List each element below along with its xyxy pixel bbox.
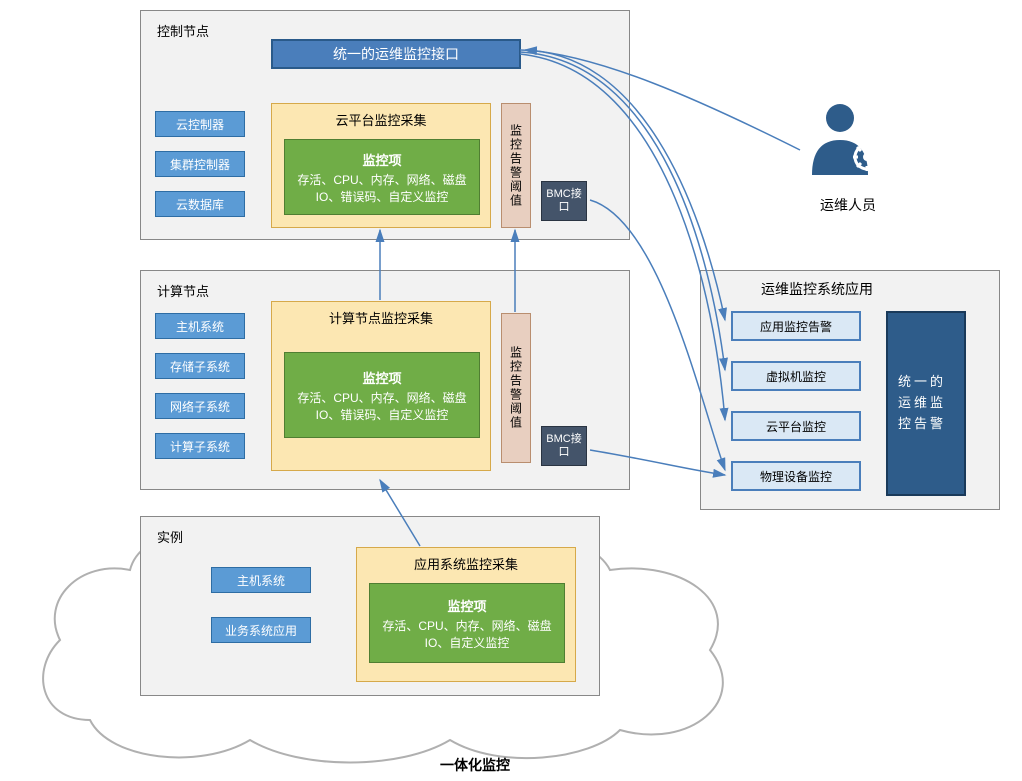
ops-item-0: 应用监控告警 [731, 311, 861, 341]
control-side-item-2: 云数据库 [155, 191, 245, 217]
unified-interface-box: 统一的运维监控接口 [271, 39, 521, 69]
ops-item-3: 物理设备监控 [731, 461, 861, 491]
control-node-title: 控制节点 [157, 21, 209, 40]
control-monitor-item: 监控项 存活、CPU、内存、网络、磁盘IO、错误码、自定义监控 [284, 139, 480, 215]
compute-side-item-3: 计算子系统 [155, 433, 245, 459]
compute-bmc-box: BMC接口 [541, 426, 587, 466]
compute-node-title: 计算节点 [157, 281, 209, 300]
compute-side-item-2: 网络子系统 [155, 393, 245, 419]
compute-threshold-box: 监控告警阈值 [501, 313, 531, 463]
control-collector-title: 云平台监控采集 [272, 110, 490, 129]
control-threshold-box: 监控告警阈值 [501, 103, 531, 228]
compute-collector-box: 计算节点监控采集 监控项 存活、CPU、内存、网络、磁盘IO、错误码、自定义监控 [271, 301, 491, 471]
instance-monitor-item-desc: 存活、CPU、内存、网络、磁盘IO、自定义监控 [374, 617, 560, 651]
ops-item-2: 云平台监控 [731, 411, 861, 441]
instance-side-item-1: 业务系统应用 [211, 617, 311, 643]
control-side-item-1: 集群控制器 [155, 151, 245, 177]
compute-side-item-0: 主机系统 [155, 313, 245, 339]
instance-collector-box: 应用系统监控采集 监控项 存活、CPU、内存、网络、磁盘IO、自定义监控 [356, 547, 576, 682]
ops-system-panel: 运维监控系统应用 应用监控告警 虚拟机监控 云平台监控 物理设备监控 统一的运维… [700, 270, 1000, 510]
compute-monitor-item-desc: 存活、CPU、内存、网络、磁盘IO、错误码、自定义监控 [289, 389, 475, 423]
compute-collector-title: 计算节点监控采集 [272, 308, 490, 327]
instance-node-panel: 实例 主机系统 业务系统应用 应用系统监控采集 监控项 存活、CPU、内存、网络… [140, 516, 600, 696]
compute-monitor-item-title: 监控项 [362, 368, 401, 387]
instance-monitor-item: 监控项 存活、CPU、内存、网络、磁盘IO、自定义监控 [369, 583, 565, 663]
control-monitor-item-desc: 存活、CPU、内存、网络、磁盘IO、错误码、自定义监控 [289, 171, 475, 205]
control-node-panel: 控制节点 统一的运维监控接口 云控制器 集群控制器 云数据库 云平台监控采集 监… [140, 10, 630, 240]
person-icon [800, 100, 890, 190]
instance-monitor-item-title: 监控项 [447, 596, 486, 615]
ops-system-title: 运维监控系统应用 [761, 279, 873, 299]
control-monitor-item-title: 监控项 [362, 150, 401, 169]
instance-collector-title: 应用系统监控采集 [357, 554, 575, 573]
person-label: 运维人员 [808, 195, 888, 215]
diagram-title: 一体化监控 [440, 755, 510, 775]
control-collector-box: 云平台监控采集 监控项 存活、CPU、内存、网络、磁盘IO、错误码、自定义监控 [271, 103, 491, 228]
compute-monitor-item: 监控项 存活、CPU、内存、网络、磁盘IO、错误码、自定义监控 [284, 352, 480, 438]
instance-side-item-0: 主机系统 [211, 567, 311, 593]
compute-side-item-1: 存储子系统 [155, 353, 245, 379]
instance-node-title: 实例 [157, 527, 183, 546]
control-side-item-0: 云控制器 [155, 111, 245, 137]
ops-unified-alert: 统一的运维监控告警 [886, 311, 966, 496]
control-bmc-box: BMC接口 [541, 181, 587, 221]
ops-item-1: 虚拟机监控 [731, 361, 861, 391]
compute-node-panel: 计算节点 主机系统 存储子系统 网络子系统 计算子系统 计算节点监控采集 监控项… [140, 270, 630, 490]
